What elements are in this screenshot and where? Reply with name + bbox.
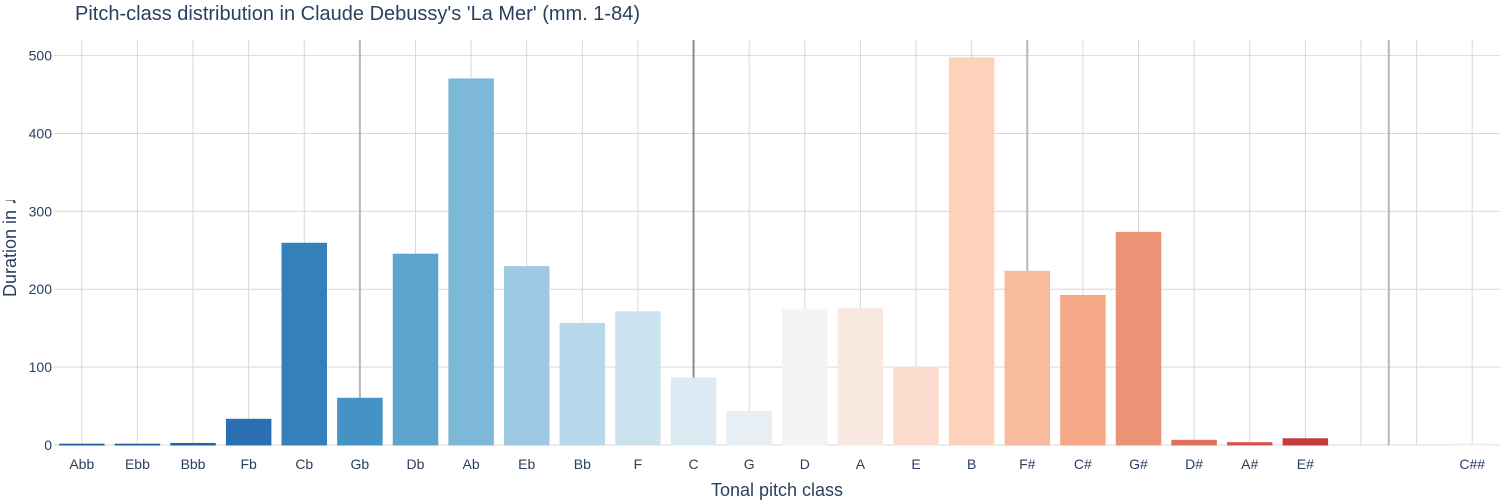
y-tick-labels: 0 100 200 300 400 500	[29, 48, 53, 453]
x-tick-label: G	[744, 456, 755, 472]
y-tick-label: 500	[29, 48, 53, 64]
y-tick-label: 300	[29, 203, 53, 219]
bar-D[interactable]	[782, 308, 828, 446]
x-tick-label: D	[800, 456, 810, 472]
bar-G#[interactable]	[1115, 231, 1162, 446]
bar-E[interactable]	[893, 366, 939, 446]
bar-A#[interactable]	[1226, 442, 1273, 446]
bar-Fb[interactable]	[225, 418, 272, 446]
bar-B[interactable]	[948, 57, 995, 446]
bar-Eb[interactable]	[503, 266, 550, 446]
bar-F[interactable]	[615, 311, 661, 446]
bar-F#[interactable]	[1004, 270, 1051, 446]
y-tick-label: 200	[29, 281, 53, 297]
bars	[59, 57, 1495, 446]
x-tick-label: A	[856, 456, 866, 472]
horizontal-gridlines	[54, 55, 1500, 446]
x-tick-label: C#	[1074, 456, 1092, 472]
bar-G[interactable]	[726, 411, 772, 446]
x-tick-label: C##	[1459, 456, 1485, 472]
bar-Ebb[interactable]	[114, 443, 161, 446]
bar-C[interactable]	[670, 377, 717, 446]
x-tick-label: E	[911, 456, 920, 472]
x-tick-label: F	[634, 456, 643, 472]
x-axis-title: Tonal pitch class	[711, 480, 843, 500]
bar-Abb[interactable]	[59, 443, 105, 446]
x-tick-label: Gb	[351, 456, 370, 472]
x-tick-label: Cb	[295, 456, 313, 472]
x-tick-label: Ebb	[125, 456, 150, 472]
x-tick-label: Bb	[574, 456, 591, 472]
bar-Cb[interactable]	[281, 242, 328, 446]
x-tick-label: F#	[1019, 456, 1036, 472]
x-tick-label: G#	[1129, 456, 1148, 472]
bar-Db[interactable]	[392, 253, 439, 446]
bar-D#[interactable]	[1171, 439, 1217, 446]
x-tick-label: E#	[1297, 456, 1314, 472]
y-tick-label: 100	[29, 359, 53, 375]
x-tick-label: C	[689, 456, 699, 472]
y-axis-title: Duration in ♩	[0, 187, 20, 297]
bar-C#[interactable]	[1060, 294, 1106, 446]
x-tick-labels: Abb Ebb Bbb Fb Cb Gb Db Ab Eb Bb F C G D A E B F# C# G# D# A#…	[69, 456, 1485, 472]
bar-C##[interactable]	[1449, 443, 1495, 446]
chart-title: Pitch-class distribution in Claude Debus…	[75, 3, 640, 25]
x-tick-label: D#	[1185, 456, 1203, 472]
bar-Gb[interactable]	[337, 397, 383, 446]
y-tick-label: 0	[44, 437, 52, 453]
bar-A[interactable]	[837, 308, 884, 446]
bar-Bbb[interactable]	[170, 442, 216, 446]
x-tick-label: Fb	[240, 456, 257, 472]
x-tick-label: Db	[407, 456, 425, 472]
x-tick-label: Abb	[69, 456, 94, 472]
y-tick-label: 400	[29, 125, 53, 141]
x-tick-label: A#	[1241, 456, 1258, 472]
bar-Ab[interactable]	[448, 78, 494, 446]
x-tick-label: Bbb	[181, 456, 206, 472]
x-tick-label: Eb	[518, 456, 535, 472]
bar-E#[interactable]	[1282, 438, 1329, 446]
x-tick-label: B	[967, 456, 976, 472]
bar-Bb[interactable]	[559, 323, 606, 446]
x-tick-label: Ab	[463, 456, 480, 472]
